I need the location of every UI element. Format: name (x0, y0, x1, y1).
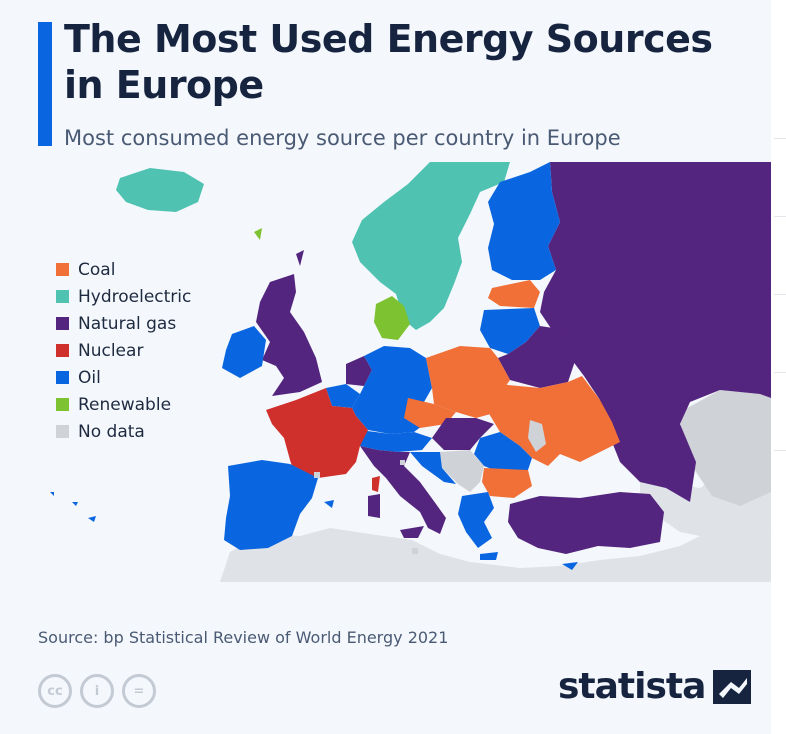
country-finland (488, 162, 560, 280)
country-baltics (480, 308, 540, 354)
legend-label: Hydroelectric (78, 286, 192, 307)
country-estonia (488, 280, 540, 308)
statista-logo[interactable]: statista (558, 666, 752, 707)
legend-item: Oil (56, 364, 191, 391)
statista-mark-icon (713, 669, 752, 704)
country-belgium (326, 384, 360, 408)
country-russia-arctic (580, 168, 660, 206)
marker-andorra (314, 472, 320, 478)
country-greece (458, 492, 494, 548)
legend-label: Natural gas (78, 313, 177, 334)
edge-divider (774, 294, 786, 295)
country-corsica (372, 476, 380, 492)
country-france (266, 388, 368, 478)
legend-item: Natural gas (56, 310, 191, 337)
country-sicily (400, 526, 424, 538)
edge-divider (774, 372, 786, 373)
legend-swatch (56, 425, 69, 438)
country-moldova (528, 420, 546, 452)
country-azores (50, 492, 96, 522)
legend-swatch (56, 290, 69, 303)
country-italy (360, 446, 446, 534)
country-croatia (410, 452, 456, 484)
country-netherlands (346, 356, 372, 386)
legend-swatch (56, 398, 69, 411)
country-balearic (324, 500, 334, 508)
legend-swatch (56, 317, 69, 330)
country-balkans (440, 450, 484, 492)
country-ukraine (488, 376, 620, 466)
country-north-africa (220, 528, 771, 582)
country-sardinia (368, 494, 380, 518)
country-bulgaria (482, 468, 532, 498)
legend-label: Renewable (78, 394, 172, 415)
marker-sanmarino (400, 460, 405, 465)
edge-divider (774, 138, 786, 139)
marker-malta (412, 548, 418, 554)
country-ireland (222, 326, 266, 378)
country-belarus (498, 326, 576, 388)
edge-divider (774, 216, 786, 217)
country-norway-sweden (352, 162, 510, 330)
country-crete (480, 552, 498, 560)
country-slovakia-hungary (432, 418, 494, 450)
country-russia (540, 162, 771, 502)
map-legend: Coal Hydroelectric Natural gas Nuclear Oil Re… (56, 256, 191, 445)
page-title: The Most Used Energy Sources in Europe (64, 17, 713, 107)
legend-item: No data (56, 418, 191, 445)
legend-item: Hydroelectric (56, 283, 191, 310)
country-poland (426, 346, 510, 418)
country-cyprus (562, 562, 578, 570)
legend-swatch (56, 371, 69, 384)
creative-commons-icon[interactable]: cc (38, 674, 72, 708)
country-russia-island (690, 162, 740, 186)
legend-label: Coal (78, 259, 116, 280)
page-subtitle: Most consumed energy source per country … (64, 126, 621, 150)
europe-map (0, 162, 771, 582)
license-icons: cc i = (38, 674, 156, 708)
legend-label: Nuclear (78, 340, 144, 361)
legend-swatch (56, 344, 69, 357)
brand-wordmark: statista (558, 666, 706, 707)
legend-item: Renewable (56, 391, 191, 418)
source-note: Source: bp Statistical Review of World E… (38, 628, 449, 647)
country-czechia (404, 398, 456, 428)
country-faroe (254, 228, 262, 240)
attribution-icon[interactable]: i (80, 674, 114, 708)
country-iceland (116, 168, 204, 212)
country-denmark (374, 296, 410, 340)
country-turkey (508, 492, 664, 554)
country-austria-switzerland (360, 430, 432, 452)
page-edge (771, 0, 786, 734)
edge-divider (774, 450, 786, 451)
country-spain-portugal (224, 460, 318, 550)
legend-item: Coal (56, 256, 191, 283)
legend-label: No data (78, 421, 145, 442)
country-romania (474, 432, 532, 474)
country-caucasus (680, 390, 771, 506)
no-derivatives-icon[interactable]: = (122, 674, 156, 708)
legend-label: Oil (78, 367, 101, 388)
country-shetland (296, 250, 304, 266)
country-uk (256, 274, 322, 396)
legend-item: Nuclear (56, 337, 191, 364)
legend-swatch (56, 263, 69, 276)
title-accent-bar (38, 22, 52, 146)
